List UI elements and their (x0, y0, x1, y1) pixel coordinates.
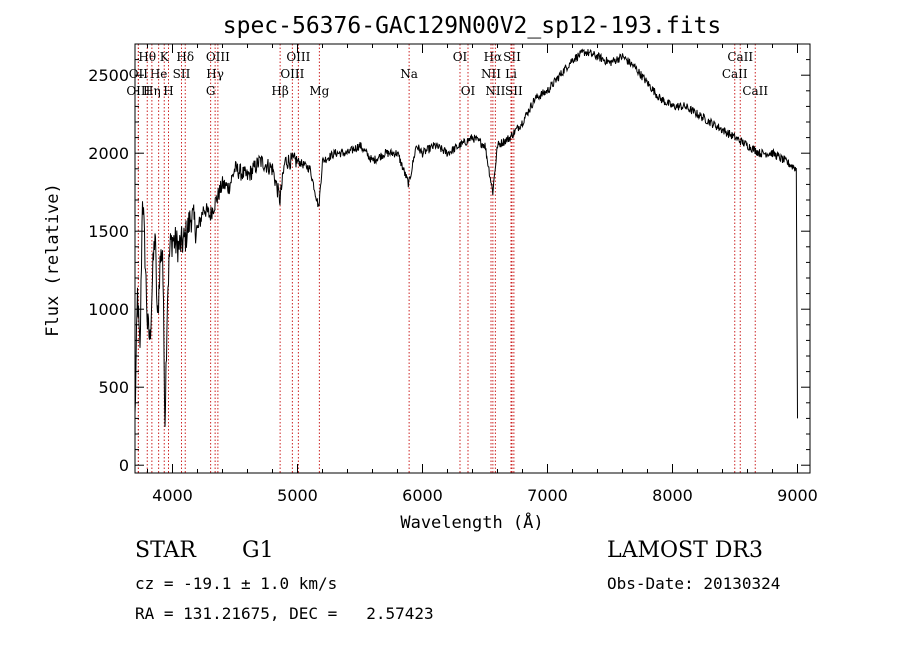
class-label: STAR (135, 538, 196, 563)
line-marker-label: SII (505, 84, 523, 98)
coordinates-text: RA = 131.21675, DEC = 2.57423 (135, 604, 434, 623)
line-marker-label: OIII (206, 50, 230, 64)
y-tick-label: 1000 (88, 300, 129, 319)
line-marker-label: NII (481, 67, 501, 81)
plot-frame (134, 43, 811, 474)
line-marker-label: Hγ (206, 67, 224, 81)
x-tick-label: 5000 (277, 486, 318, 505)
line-marker-label: CaII (727, 50, 753, 64)
line-marker-label: SII (503, 50, 521, 64)
subclass-label: G1 (242, 538, 274, 563)
y-tick-label: 500 (98, 378, 129, 397)
line-marker-label: G (206, 84, 216, 98)
line-marker-label: Hθ (138, 50, 156, 64)
line-marker-label: Hδ (176, 50, 194, 64)
obs-date-text: Obs-Date: 20130324 (607, 574, 781, 593)
x-tick-label: 4000 (152, 486, 193, 505)
x-tick-label: 6000 (402, 486, 443, 505)
line-marker-label: CaII (722, 67, 748, 81)
line-marker-label: H (163, 84, 173, 98)
x-axis-label: Wavelength (Å) (400, 511, 543, 533)
y-tick-label: 2000 (88, 144, 129, 163)
x-axis: 4000 5000 6000 7000 8000 9000 (147, 44, 818, 505)
line-marker-label: CaII (742, 84, 768, 98)
line-marker-label: He (150, 67, 168, 81)
y-tick-label: 0 (119, 456, 129, 475)
x-tick-label: 7000 (527, 486, 568, 505)
survey-label: LAMOST DR3 (607, 538, 763, 563)
line-marker-label: K (160, 50, 170, 64)
y-axis-label: Flux (relative) (43, 183, 63, 337)
line-marker-label: Li (505, 67, 517, 81)
chart-title: spec-56376-GAC129N00V2_sp12-193.fits (223, 13, 722, 39)
line-marker-label: NII (485, 84, 505, 98)
line-marker-label: Hα (484, 50, 503, 64)
velocity-text: cz = -19.1 ± 1.0 km/s (135, 574, 338, 593)
spectrum-line (134, 48, 798, 427)
line-marker-label: OI (461, 84, 476, 98)
line-marker-label: OIII (280, 67, 304, 81)
line-marker-label: OIII (286, 50, 310, 64)
line-marker-label: SII (173, 67, 191, 81)
line-marker-label: Na (400, 67, 418, 81)
line-marker-label: OII (129, 67, 149, 81)
line-marker-label: Hβ (271, 84, 288, 98)
line-marker-label: OI (453, 50, 468, 64)
x-tick-label: 8000 (652, 486, 693, 505)
y-tick-label: 2500 (88, 66, 129, 85)
line-marker-label: Hη (143, 84, 161, 98)
y-axis: 0 500 1000 1500 2000 2500 (88, 59, 810, 475)
x-tick-label: 9000 (777, 486, 818, 505)
line-marker-label: Mg (309, 84, 329, 98)
y-tick-label: 1500 (88, 222, 129, 241)
